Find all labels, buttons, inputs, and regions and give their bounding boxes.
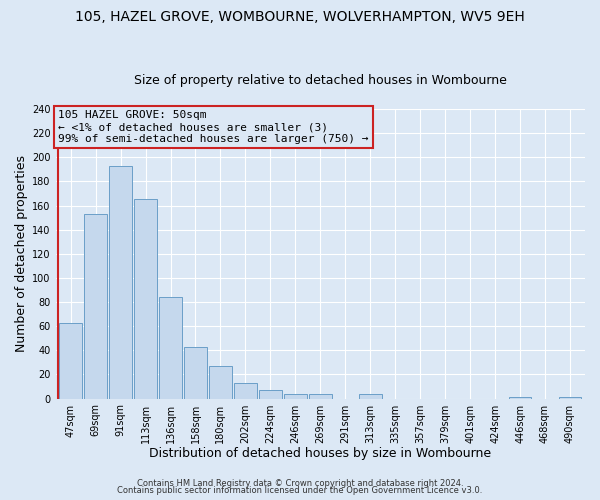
Text: Contains public sector information licensed under the Open Government Licence v3: Contains public sector information licen… <box>118 486 482 495</box>
Text: 105 HAZEL GROVE: 50sqm
← <1% of detached houses are smaller (3)
99% of semi-deta: 105 HAZEL GROVE: 50sqm ← <1% of detached… <box>58 110 369 144</box>
Bar <box>109 166 132 398</box>
Title: Size of property relative to detached houses in Wombourne: Size of property relative to detached ho… <box>134 74 507 87</box>
Bar <box>159 297 182 398</box>
Bar <box>59 322 82 398</box>
Bar <box>284 394 307 398</box>
Bar <box>209 366 232 398</box>
Bar <box>359 394 382 398</box>
Text: 105, HAZEL GROVE, WOMBOURNE, WOLVERHAMPTON, WV5 9EH: 105, HAZEL GROVE, WOMBOURNE, WOLVERHAMPT… <box>75 10 525 24</box>
Bar <box>184 346 207 399</box>
Bar <box>134 200 157 398</box>
Y-axis label: Number of detached properties: Number of detached properties <box>15 156 28 352</box>
Bar <box>259 390 281 398</box>
Text: Contains HM Land Registry data © Crown copyright and database right 2024.: Contains HM Land Registry data © Crown c… <box>137 478 463 488</box>
Bar <box>309 394 332 398</box>
Bar <box>85 214 107 398</box>
Bar <box>234 383 257 398</box>
X-axis label: Distribution of detached houses by size in Wombourne: Distribution of detached houses by size … <box>149 447 491 460</box>
